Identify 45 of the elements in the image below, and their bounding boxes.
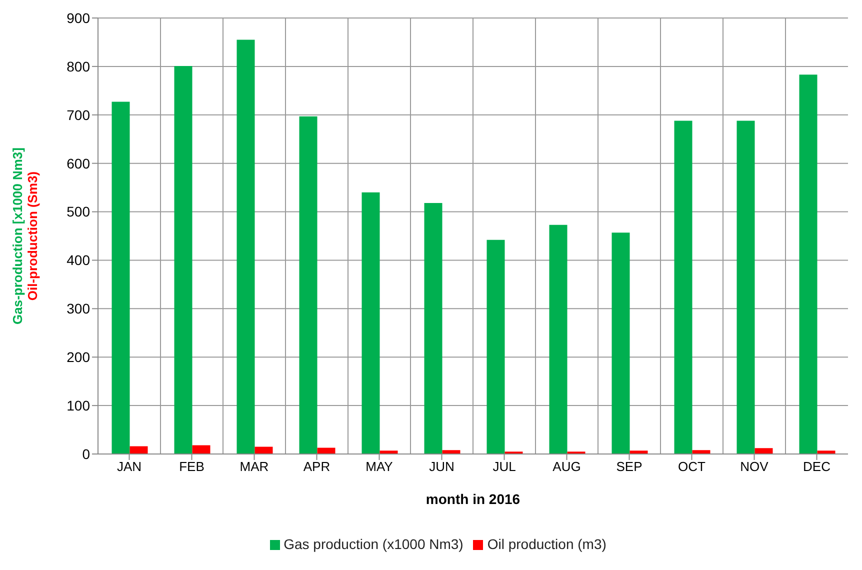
bar (674, 120, 692, 454)
x-tick-label: MAR (240, 459, 269, 474)
x-tick-label: MAY (366, 459, 394, 474)
x-tick-label: APR (303, 459, 330, 474)
x-tick-label: DEC (803, 459, 830, 474)
legend-label: Oil production (m3) (487, 536, 606, 552)
bar (130, 446, 148, 454)
bar (254, 446, 273, 454)
bar (692, 450, 710, 454)
x-tick-label: FEB (179, 459, 204, 474)
bar (549, 224, 568, 454)
bar (799, 74, 818, 454)
legend-label: Gas production (x1000 Nm3) (284, 536, 464, 552)
y-tick-label: 300 (66, 300, 90, 317)
bar (486, 240, 505, 454)
y-tick-label: 100 (66, 398, 90, 414)
bar (442, 450, 460, 454)
x-tick-label: JUL (492, 459, 516, 474)
bar (362, 192, 380, 454)
y-tick-label: 500 (66, 204, 90, 220)
bar (317, 448, 336, 454)
bar (754, 448, 773, 454)
x-tick-label: OCT (678, 459, 706, 474)
y-tick-label: 0 (82, 446, 90, 462)
y-tick-label: 700 (66, 106, 90, 123)
x-tick-label: JUN (429, 459, 454, 474)
y-tick-label: 600 (66, 155, 90, 172)
bar (424, 203, 442, 454)
x-tick-label: JAN (116, 459, 142, 474)
bar (612, 232, 630, 454)
y-tick-label: 400 (66, 252, 90, 268)
bar (112, 102, 130, 454)
x-tick-label: NOV (740, 459, 769, 474)
bar (736, 120, 755, 454)
y-tick-label: 800 (66, 58, 90, 74)
bar (192, 445, 210, 454)
bar (174, 66, 192, 454)
x-tick-label: SEP (616, 459, 642, 474)
y-tick-label: 200 (66, 349, 90, 366)
y-tick-label: 900 (66, 10, 90, 26)
bar (299, 116, 318, 454)
x-axis-title: month in 2016 (426, 491, 520, 507)
bar (236, 40, 255, 454)
x-tick-label: AUG (552, 459, 581, 474)
y-axis-title: Gas-production [x1000 Nm3] Oil-production (Sm3) (10, 148, 40, 324)
